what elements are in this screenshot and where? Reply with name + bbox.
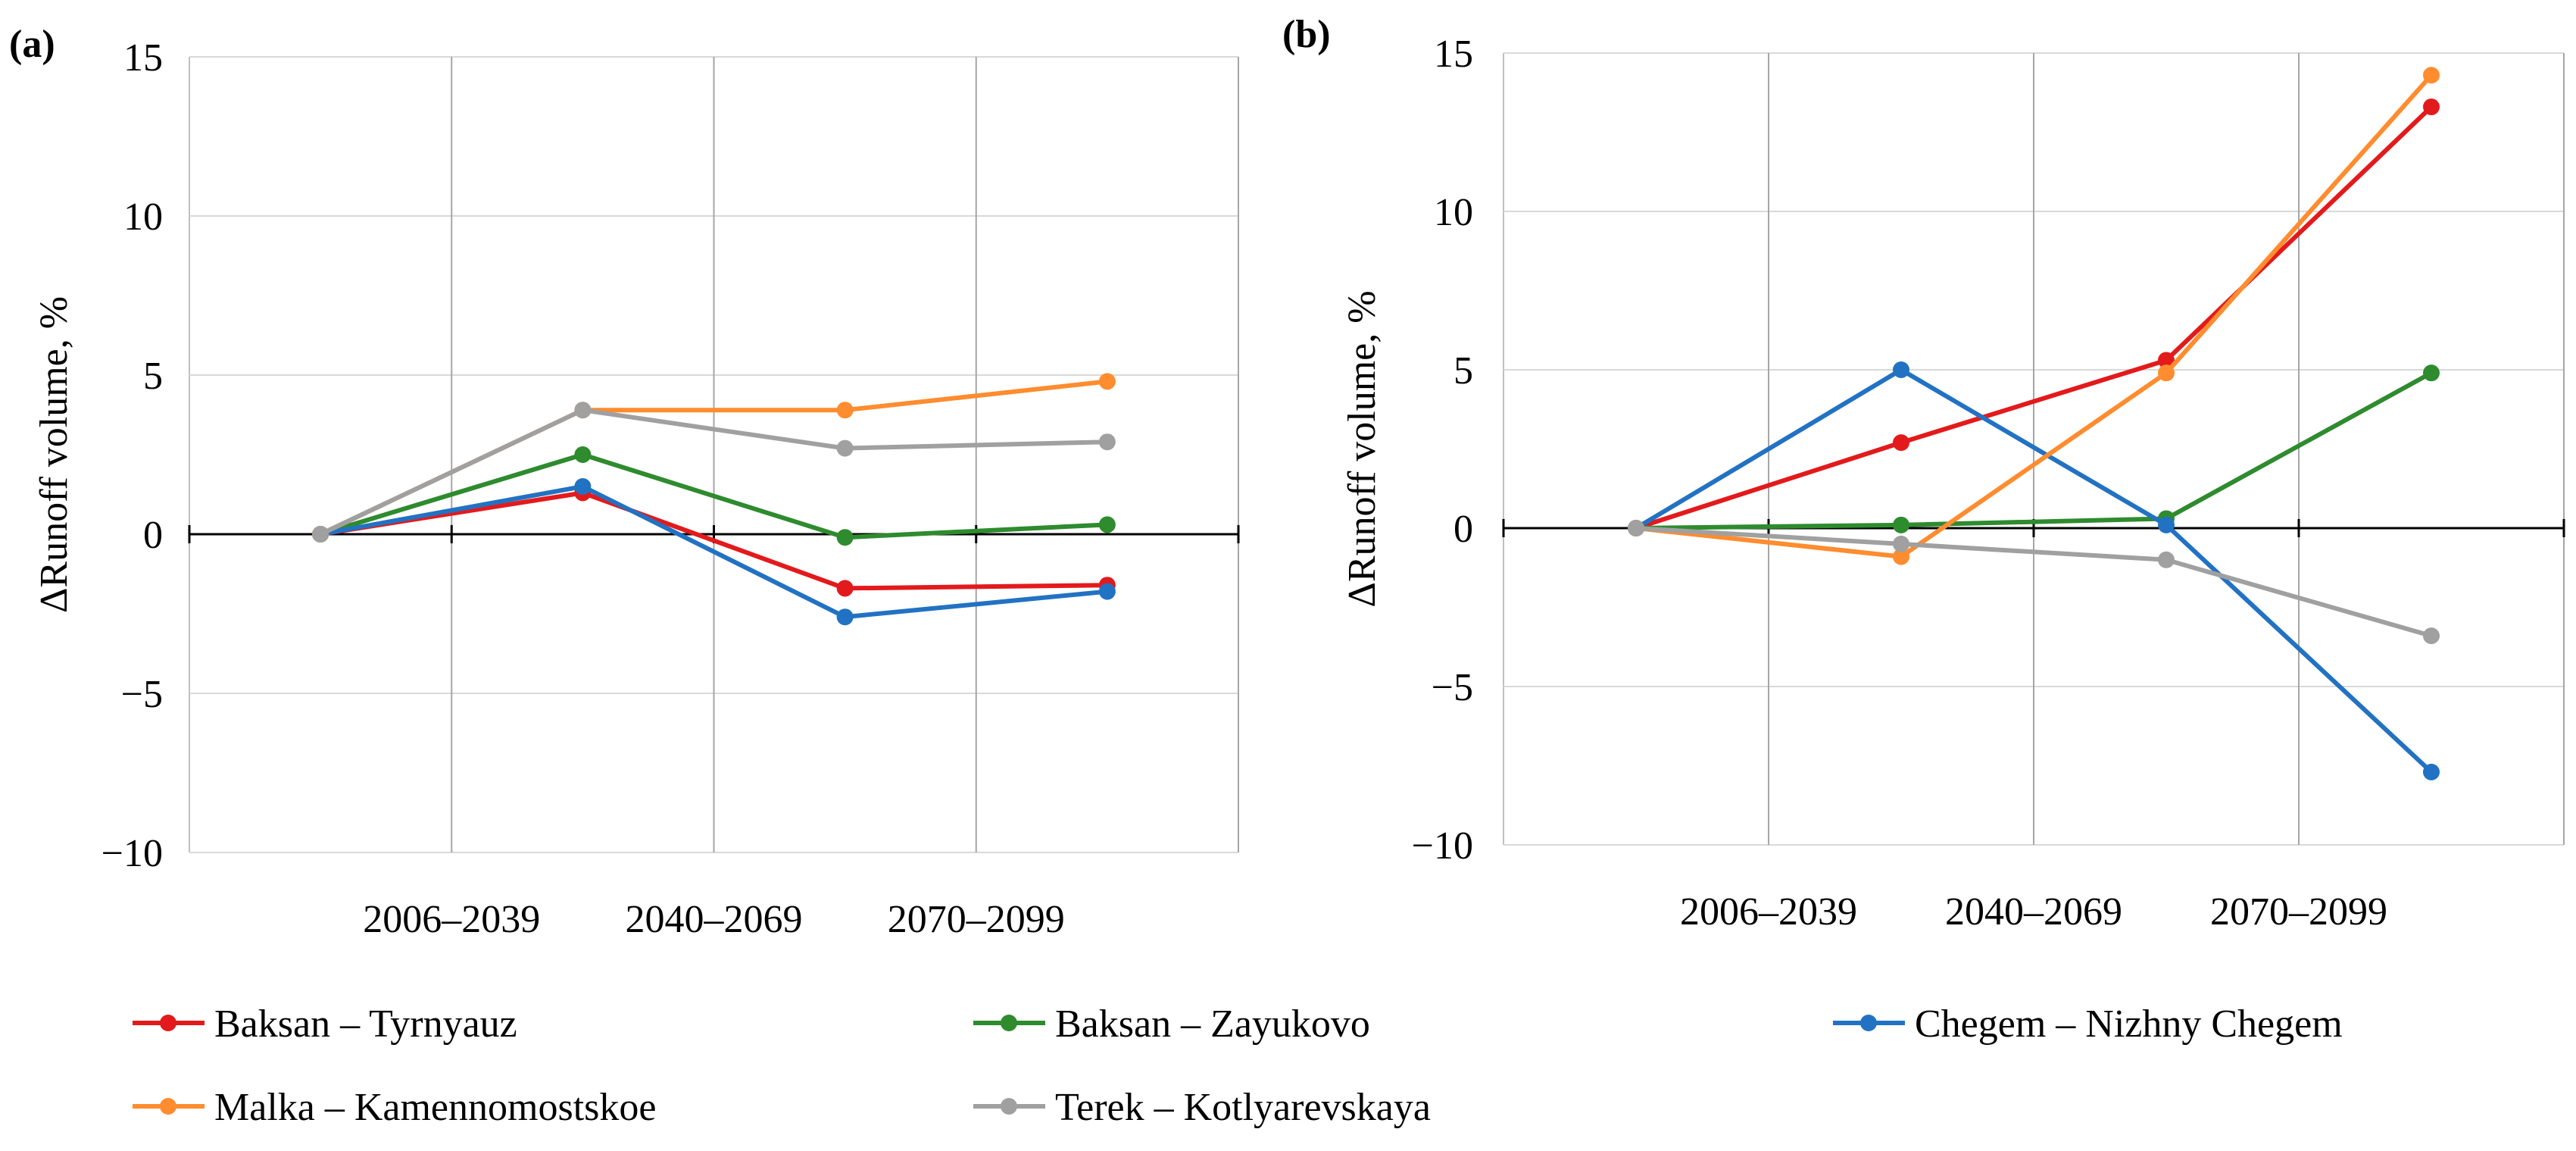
data-point [2423,99,2440,115]
figure: 15 10 5 0 −5 −10 2006–2039 2040–2069 2070–2099 ΔR… [0,0,2576,1151]
legend-marker [160,1098,176,1115]
legend-item: Baksan – Tyrnyauz [133,1002,517,1046]
y-tick-label: 5 [1453,349,1473,393]
data-point [574,402,591,418]
x-category-label: 2040–2069 [1945,890,2122,934]
legend-item: Baksan – Zayukovo [973,1002,1370,1046]
legend-label: Baksan – Tyrnyauz [214,1002,517,1046]
data-point [1893,361,1909,378]
data-point [837,402,854,418]
legend-marker [1001,1015,1017,1031]
x-category-label: 2070–2099 [2210,890,2387,934]
data-point [1893,434,1909,451]
y-tick-label: 15 [123,36,163,80]
panel-a-chart: 15 10 5 0 −5 −10 2006–2039 2040–2069 2070–2099 ΔR… [9,23,1238,941]
legend-item: Terek – Kotlyarevskaya [973,1086,1431,1129]
legend-item: Chegem – Nizhny Chegem [1833,1002,2343,1046]
data-point [837,440,854,457]
data-point [2423,67,2440,83]
x-category-label: 2070–2099 [888,898,1065,941]
y-tick-label: 5 [143,355,163,398]
data-point [1893,536,1909,552]
y-axis-title: ΔRunoff volume, % [1341,290,1384,607]
x-category-label: 2006–2039 [1680,890,1857,934]
y-tick-label: 15 [1434,33,1473,76]
legend-marker [1860,1015,1877,1031]
x-category-label: 2006–2039 [363,898,540,941]
data-point [837,580,854,596]
y-tick-label: 0 [1453,508,1473,551]
panel-label: (b) [1282,13,1331,56]
data-point [837,608,854,625]
legend-label: Baksan – Zayukovo [1055,1002,1370,1046]
legend-label: Terek – Kotlyarevskaya [1055,1086,1431,1129]
data-point [1099,516,1116,533]
data-point [574,446,591,463]
legend-item: Malka – Kamennomostskoe [133,1086,656,1129]
data-point [2423,364,2440,381]
data-point [837,529,854,546]
panel-b-chart: 15 10 5 0 −5 −10 2006–2039 2040–2069 2070–2099 ΔR… [1282,13,2564,934]
data-point [2423,627,2440,644]
data-point [1893,517,1909,533]
data-point [2423,764,2440,780]
legend: Baksan – Tyrnyauz Baksan – Zayukovo Chegem… [133,1002,2343,1129]
y-tick-label: −10 [101,832,163,875]
y-axis-title: ΔRunoff volume, % [33,296,76,613]
panel-label: (a) [9,23,55,66]
data-point [1099,373,1116,389]
data-point [1099,433,1116,450]
y-tick-label: 0 [143,514,163,557]
data-point [1628,520,1644,536]
y-tick-label: −5 [121,673,163,716]
data-point [2158,552,2175,568]
legend-marker [1001,1098,1017,1115]
legend-label: Chegem – Nizhny Chegem [1915,1002,2343,1046]
data-point [312,526,329,543]
y-tick-label: −10 [1412,824,1473,868]
legend-label: Malka – Kamennomostskoe [214,1086,656,1129]
data-point [1099,583,1116,600]
y-tick-label: −5 [1432,666,1473,709]
data-point [2158,517,2175,533]
x-category-label: 2040–2069 [626,898,803,941]
legend-marker [160,1015,176,1031]
data-point [2158,364,2175,381]
y-tick-label: 10 [123,195,163,239]
y-tick-label: 10 [1434,191,1473,234]
data-point [574,478,591,495]
